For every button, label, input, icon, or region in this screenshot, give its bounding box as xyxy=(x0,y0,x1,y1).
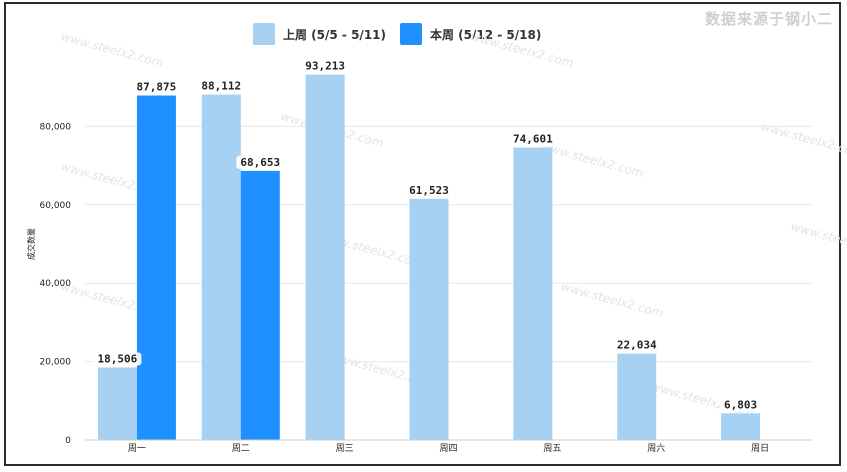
data-label-bg xyxy=(612,338,661,352)
legend-item-last-week[interactable]: 上周 (5/5 - 5/11) xyxy=(253,23,386,45)
source-note: 数据来源于钢小二 xyxy=(704,10,833,28)
y-tick-label: 20,000 xyxy=(40,358,72,368)
legend-swatch-last-week xyxy=(253,23,275,45)
bar-this-week[interactable] xyxy=(240,170,280,440)
data-label: 74,601 xyxy=(513,133,553,146)
watermark-text: www.steelx2.com xyxy=(59,29,165,70)
data-label: 93,213 xyxy=(305,60,345,73)
legend-swatch-this-week xyxy=(400,23,422,45)
data-label-bg xyxy=(301,59,350,73)
data-label: 6,803 xyxy=(724,398,757,411)
x-tick-label: 周日 xyxy=(751,443,769,454)
watermark-text: www.steelx2.com xyxy=(789,219,847,260)
x-tick-label: 周四 xyxy=(439,443,457,454)
data-label: 87,875 xyxy=(137,81,177,94)
legend-item-this-week[interactable]: 本周 (5/12 - 5/18) xyxy=(400,23,541,45)
y-tick-label: 0 xyxy=(65,436,71,446)
bar-last-week[interactable] xyxy=(201,94,241,441)
y-tick-label: 60,000 xyxy=(40,201,72,211)
legend-label-this-week: 本周 (5/12 - 5/18) xyxy=(430,27,542,42)
legend: 上周 (5/5 - 5/11) 本周 (5/12 - 5/18) xyxy=(253,22,541,46)
y-tick-label: 40,000 xyxy=(40,279,72,289)
legend-label-last-week: 上周 (5/5 - 5/11) xyxy=(283,27,386,42)
data-label-bg xyxy=(405,183,453,197)
watermark-text: www.steelx2.com xyxy=(559,279,665,320)
x-tick-label: 周一 xyxy=(128,443,146,454)
watermark-text: www.steelx2.com xyxy=(759,119,847,160)
data-label: 22,034 xyxy=(617,339,657,352)
data-label-bg xyxy=(720,398,762,412)
bar-last-week[interactable] xyxy=(409,198,449,440)
data-label: 18,506 xyxy=(98,352,138,365)
x-tick-label: 周五 xyxy=(543,443,561,454)
bar-this-week[interactable] xyxy=(136,95,176,440)
data-label-bg xyxy=(508,132,557,146)
bar-last-week[interactable] xyxy=(97,367,137,440)
data-label-bg xyxy=(236,155,285,169)
data-label-bg xyxy=(197,79,246,93)
data-label-bg xyxy=(132,80,181,94)
data-label: 68,653 xyxy=(240,156,280,169)
data-label: 61,523 xyxy=(409,184,449,197)
watermark-text: www.steelx2.com xyxy=(539,139,645,180)
data-label-bg xyxy=(93,352,142,366)
watermark-text: www.steelx2.com xyxy=(469,29,575,70)
x-tick-label: 周三 xyxy=(336,443,354,454)
bar-last-week[interactable] xyxy=(617,353,657,440)
bar-last-week[interactable] xyxy=(305,74,345,440)
data-label: 88,112 xyxy=(201,80,241,93)
x-tick-label: 周六 xyxy=(647,442,665,454)
x-tick-label: 周二 xyxy=(232,443,250,454)
y-tick-label: 80,000 xyxy=(40,122,72,132)
bar-last-week[interactable] xyxy=(513,147,553,440)
y-axis-label: 成交数量 xyxy=(26,228,36,260)
bar-last-week[interactable] xyxy=(721,413,761,440)
